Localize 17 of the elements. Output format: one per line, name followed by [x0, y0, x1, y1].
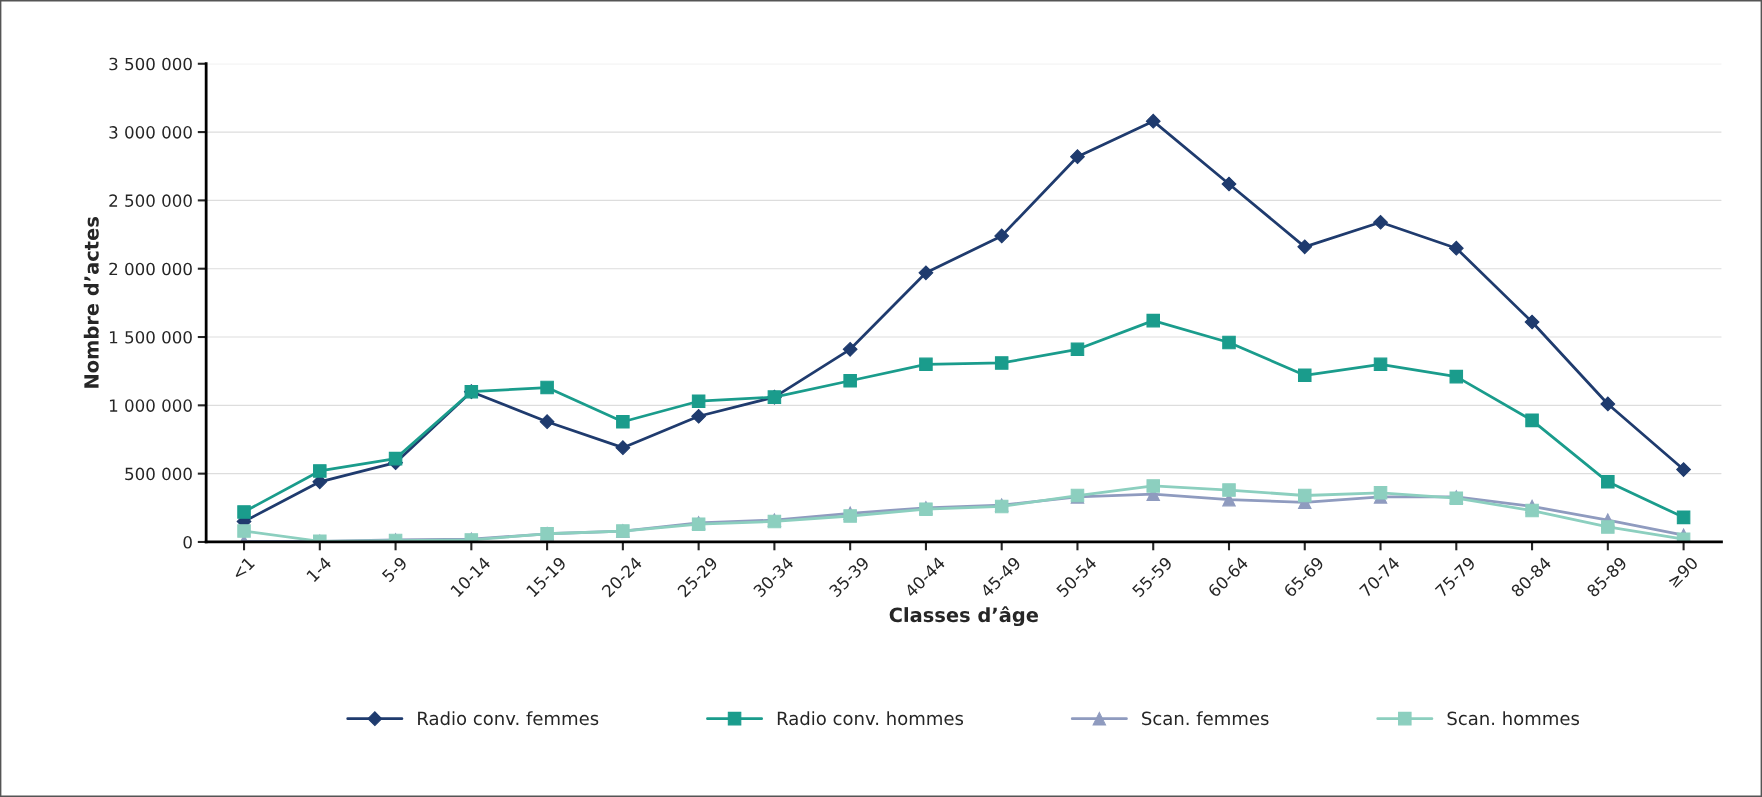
x-tick-label: <1 [231, 556, 255, 581]
x-tick-label: 5-9 [381, 556, 408, 583]
y-tick-label: 3 000 000 [109, 126, 192, 139]
y-tick-label: 1 000 000 [109, 399, 192, 412]
x-tick-label: 1-4 [306, 556, 333, 583]
y-tick-label: 2 000 000 [109, 262, 192, 276]
legend-label: Radio conv. femmes [418, 711, 599, 726]
y-tick-label: 500 000 [125, 467, 192, 481]
legend-label: Radio conv. hommes [777, 711, 964, 726]
y-tick-label: 3 500 000 [109, 57, 192, 71]
x-axis-title: Classes d’âge [889, 606, 1039, 627]
y-axis-title: Nombre d’actes [83, 217, 99, 388]
y-tick-label: 2 500 000 [109, 194, 192, 207]
y-tick-label: 1 500 000 [109, 330, 192, 344]
legend-label: Scan. hommes [1447, 711, 1580, 726]
legend-label: Scan. femmes [1142, 711, 1269, 726]
y-tick-label: 0 [183, 535, 192, 549]
